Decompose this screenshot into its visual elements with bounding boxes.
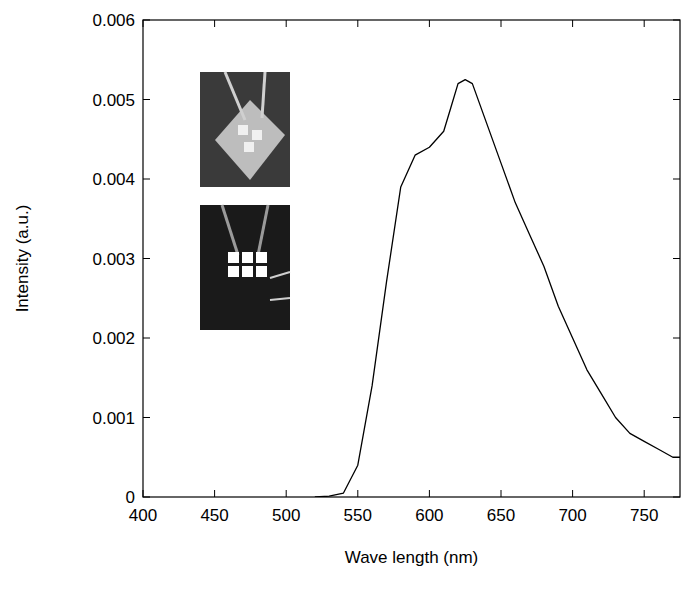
y-tick-label: 0.006 xyxy=(92,11,135,30)
photo-lit-pixel xyxy=(228,252,239,263)
x-tick xyxy=(429,490,430,497)
photo-wire xyxy=(270,272,290,278)
plot-frame xyxy=(143,20,680,497)
plot-data xyxy=(315,80,680,497)
x-tick xyxy=(501,490,502,497)
y-tick-label: 0.003 xyxy=(92,250,135,269)
y-tick-right xyxy=(673,417,680,418)
x-tick-label: 500 xyxy=(272,506,300,525)
y-axis-title: Intensity (a.u.) xyxy=(13,205,32,313)
photo-substrate xyxy=(215,100,285,180)
photo-pixel xyxy=(252,130,262,140)
x-tick xyxy=(143,490,144,497)
y-tick xyxy=(143,20,150,21)
x-tick-label: 650 xyxy=(487,506,515,525)
photo-lit-pixel xyxy=(242,252,253,263)
y-tick-label: 0.002 xyxy=(92,329,135,348)
y-tick-right xyxy=(673,99,680,100)
y-tick xyxy=(143,497,150,498)
y-tick-label: 0.001 xyxy=(92,409,135,428)
photo-probe xyxy=(225,72,245,120)
x-tick-label: 550 xyxy=(344,506,372,525)
x-tick-label: 600 xyxy=(415,506,443,525)
photo-probe xyxy=(222,205,238,255)
photo-bg xyxy=(200,72,290,187)
x-tick xyxy=(357,490,358,497)
inset-photo-emission xyxy=(200,205,290,330)
x-axis-title: Wave length (nm) xyxy=(345,548,479,567)
x-tick-top xyxy=(143,20,144,27)
x-tick-label: 750 xyxy=(630,506,658,525)
y-tick xyxy=(143,338,150,339)
y-tick-right xyxy=(673,338,680,339)
photo-wire xyxy=(270,298,290,300)
x-tick-top xyxy=(644,20,645,27)
y-tick-label: 0.004 xyxy=(92,170,135,189)
chart: 400 450 500 550 600 650 700 750 0 0.001 0.002 0.003… xyxy=(0,0,695,590)
x-tick xyxy=(572,490,573,497)
x-tick-label: 400 xyxy=(129,506,157,525)
x-tick-top xyxy=(357,20,358,27)
y-tick-right xyxy=(673,179,680,180)
photo-lit-pixel xyxy=(256,252,267,263)
y-tick-right xyxy=(673,20,680,21)
x-tick-top xyxy=(214,20,215,27)
inset-photo-device xyxy=(200,72,290,187)
x-tick-top xyxy=(429,20,430,27)
x-tick-label: 700 xyxy=(558,506,586,525)
y-tick-right xyxy=(673,258,680,259)
y-tick-label: 0 xyxy=(126,488,135,507)
y-tick xyxy=(143,258,150,259)
photo-lit-pixel xyxy=(256,266,267,277)
y-tick-right xyxy=(673,497,680,498)
photo-pixel xyxy=(244,142,254,152)
x-tick-top xyxy=(286,20,287,27)
photo-pixel xyxy=(238,125,248,135)
x-tick-label: 450 xyxy=(200,506,228,525)
photo-bg xyxy=(200,205,290,330)
photo-probe xyxy=(262,72,265,118)
x-tick-top xyxy=(572,20,573,27)
y-tick xyxy=(143,179,150,180)
x-tick xyxy=(286,490,287,497)
y-tick-label: 0.005 xyxy=(92,91,135,110)
spectrum-line xyxy=(315,80,680,497)
x-tick-top xyxy=(501,20,502,27)
photo-lit-pixel xyxy=(228,266,239,277)
y-tick xyxy=(143,417,150,418)
x-tick xyxy=(644,490,645,497)
x-tick xyxy=(214,490,215,497)
photo-lit-pixel xyxy=(242,266,253,277)
photo-probe xyxy=(258,205,268,255)
y-tick xyxy=(143,99,150,100)
